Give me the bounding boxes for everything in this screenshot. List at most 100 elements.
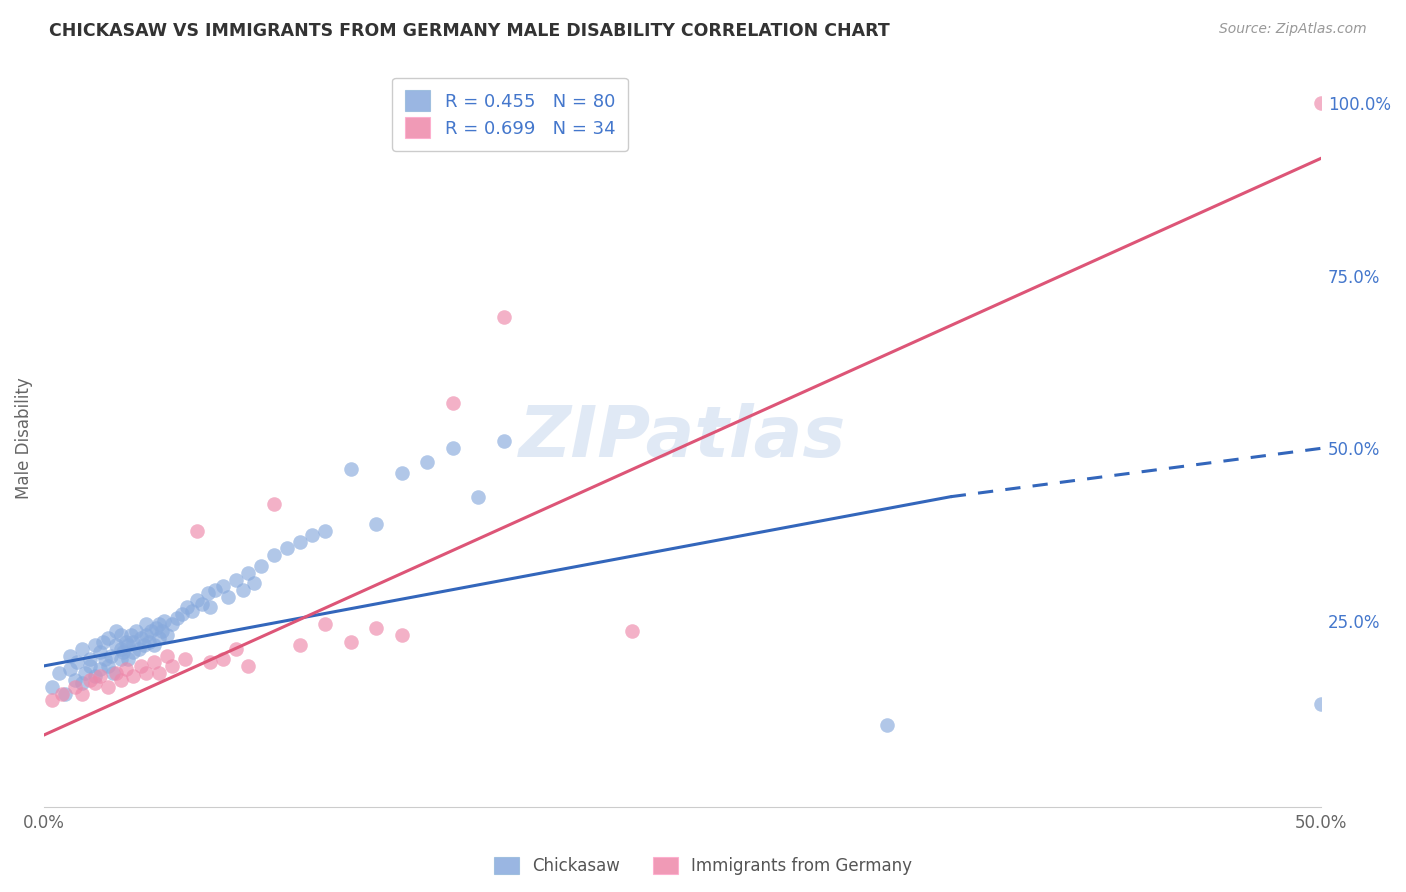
Point — [339, 634, 361, 648]
Point — [366, 517, 388, 532]
Point — [135, 665, 157, 680]
Point — [110, 673, 132, 687]
Point — [135, 628, 157, 642]
Point — [1310, 96, 1333, 111]
Point — [301, 527, 323, 541]
Point — [416, 455, 439, 469]
Point — [104, 638, 127, 652]
Text: Source: ZipAtlas.com: Source: ZipAtlas.com — [1219, 22, 1367, 37]
Point — [72, 686, 94, 700]
Legend: R = 0.455   N = 80, R = 0.699   N = 34: R = 0.455 N = 80, R = 0.699 N = 34 — [392, 78, 628, 151]
Point — [104, 624, 127, 639]
Point — [59, 648, 82, 663]
Point — [135, 617, 157, 632]
Point — [197, 586, 219, 600]
Point — [120, 628, 142, 642]
Point — [101, 665, 124, 680]
Point — [84, 669, 107, 683]
Point — [225, 573, 247, 587]
Point — [142, 638, 165, 652]
Point — [198, 600, 221, 615]
Point — [441, 396, 464, 410]
Point — [145, 621, 167, 635]
Point — [117, 652, 139, 666]
Point — [876, 717, 898, 731]
Point — [128, 641, 150, 656]
Point — [156, 628, 179, 642]
Point — [79, 652, 101, 666]
Point — [492, 434, 515, 449]
Point — [288, 638, 311, 652]
Point — [72, 676, 94, 690]
Point — [314, 617, 336, 632]
Point — [117, 638, 139, 652]
Point — [41, 693, 63, 707]
Point — [204, 582, 226, 597]
Point — [467, 490, 489, 504]
Point — [314, 524, 336, 539]
Point — [366, 621, 388, 635]
Point — [125, 624, 148, 639]
Point — [104, 665, 127, 680]
Point — [48, 665, 70, 680]
Text: ZIPatlas: ZIPatlas — [519, 403, 846, 473]
Point — [250, 558, 273, 573]
Point — [114, 662, 136, 676]
Point — [186, 593, 208, 607]
Point — [288, 534, 311, 549]
Point — [122, 645, 145, 659]
Point — [79, 659, 101, 673]
Point — [173, 652, 195, 666]
Point — [148, 617, 170, 632]
Point — [148, 665, 170, 680]
Point — [138, 634, 160, 648]
Point — [97, 632, 120, 646]
Point — [132, 638, 155, 652]
Point — [198, 656, 221, 670]
Point — [181, 604, 204, 618]
Point — [63, 673, 86, 687]
Point — [84, 676, 107, 690]
Point — [263, 549, 285, 563]
Point — [212, 652, 235, 666]
Point — [94, 652, 117, 666]
Point — [620, 624, 643, 639]
Point — [1310, 697, 1333, 711]
Point — [97, 680, 120, 694]
Point — [191, 597, 214, 611]
Point — [391, 466, 413, 480]
Point — [391, 628, 413, 642]
Point — [84, 638, 107, 652]
Point — [73, 665, 96, 680]
Point — [97, 659, 120, 673]
Point — [160, 617, 183, 632]
Point — [142, 656, 165, 670]
Point — [114, 634, 136, 648]
Point — [217, 590, 239, 604]
Point — [160, 659, 183, 673]
Point — [91, 634, 114, 648]
Point — [186, 524, 208, 539]
Point — [122, 634, 145, 648]
Point — [148, 632, 170, 646]
Point — [112, 645, 135, 659]
Point — [110, 641, 132, 656]
Point — [232, 582, 254, 597]
Point — [212, 579, 235, 593]
Point — [170, 607, 193, 621]
Point — [110, 628, 132, 642]
Point — [79, 673, 101, 687]
Point — [59, 662, 82, 676]
Text: CHICKASAW VS IMMIGRANTS FROM GERMANY MALE DISABILITY CORRELATION CHART: CHICKASAW VS IMMIGRANTS FROM GERMANY MAL… — [49, 22, 890, 40]
Point — [150, 624, 173, 639]
Point — [129, 659, 152, 673]
Point — [89, 645, 111, 659]
Point — [176, 600, 198, 615]
Point — [72, 641, 94, 656]
Y-axis label: Male Disability: Male Disability — [15, 377, 32, 499]
Point — [441, 442, 464, 456]
Point — [89, 662, 111, 676]
Point — [41, 680, 63, 694]
Point — [225, 641, 247, 656]
Point — [110, 652, 132, 666]
